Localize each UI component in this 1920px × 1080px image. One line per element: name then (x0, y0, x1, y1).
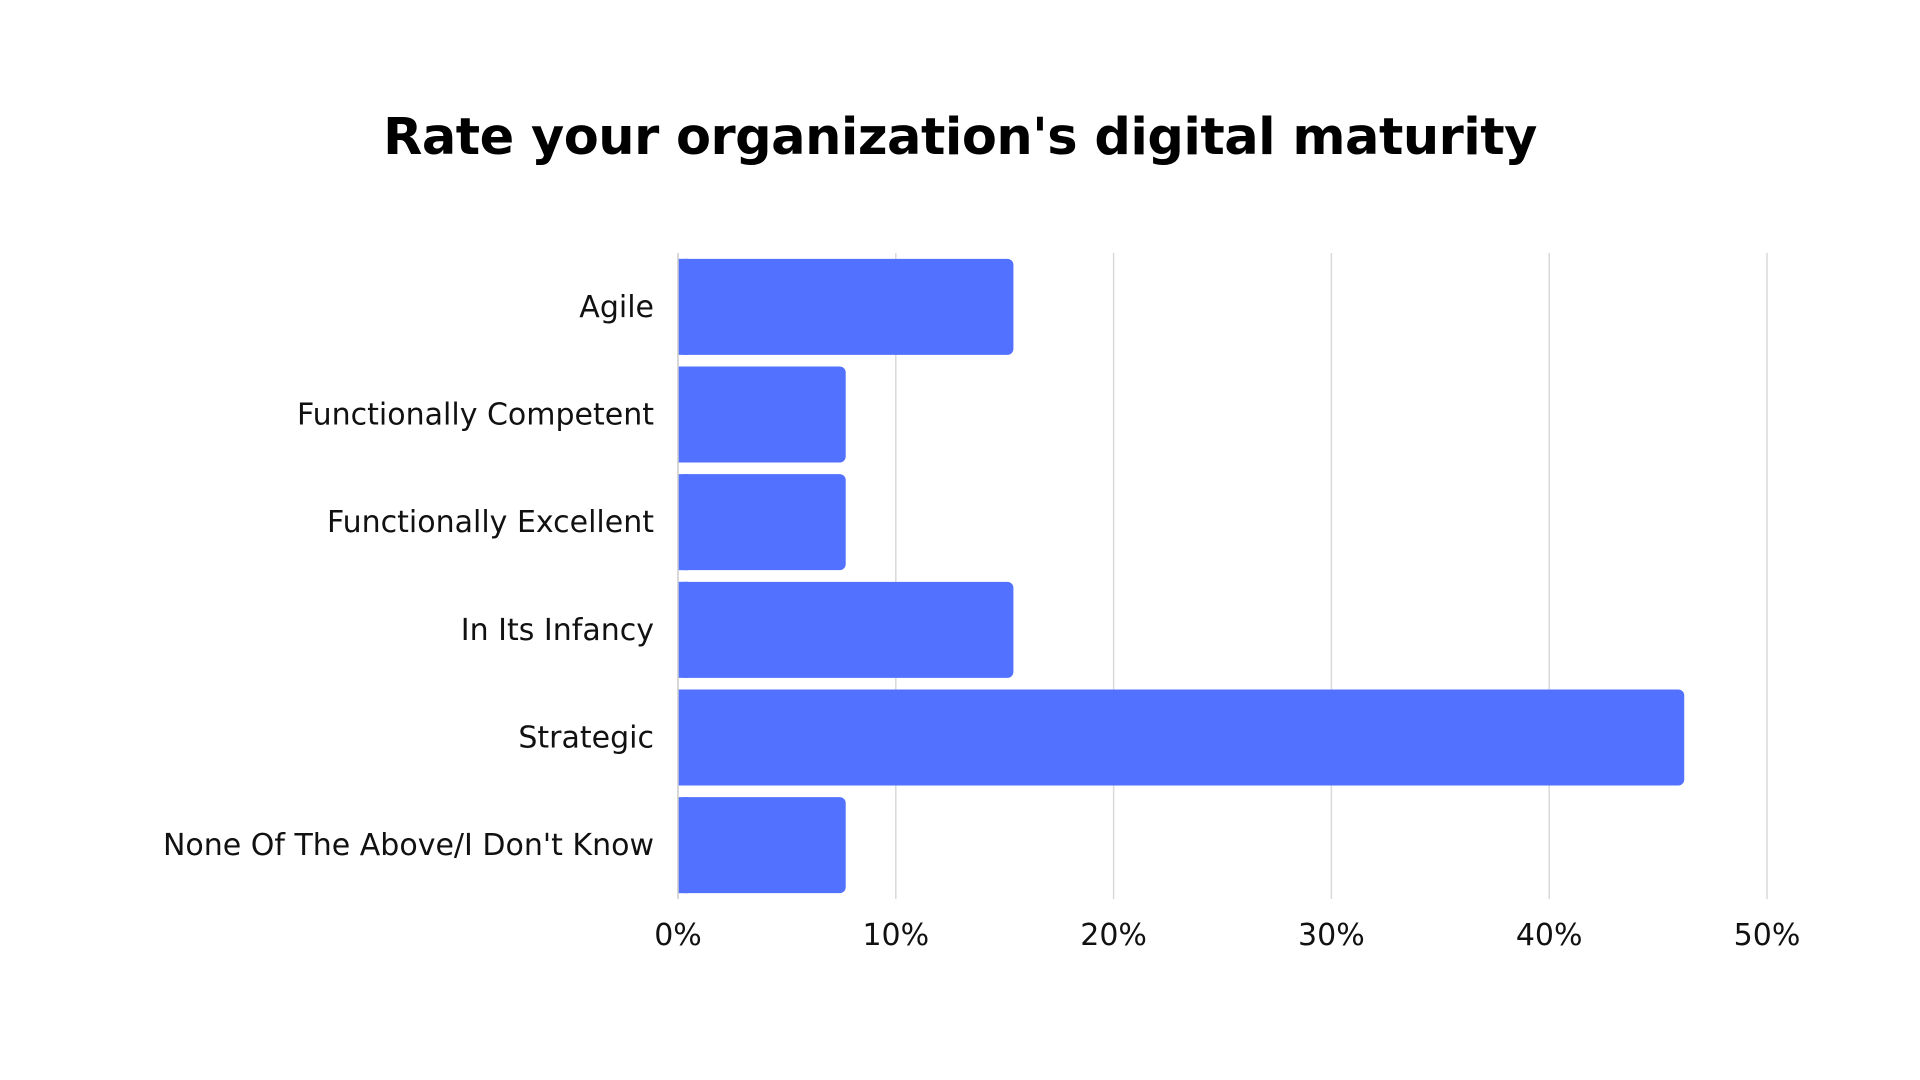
category-labels: Agile Functionally Competent Functionally … (163, 290, 654, 863)
bar-base (678, 797, 688, 894)
x-tick-label: 10% (862, 918, 929, 953)
category-label: None Of The Above/I Don't Know (163, 828, 654, 863)
x-tick-labels: 0% 10% 20% 30% 40% 50% (654, 918, 1800, 953)
x-tick-label: 20% (1080, 918, 1147, 953)
bar (678, 797, 846, 894)
category-label: Agile (579, 290, 654, 325)
bar-base (678, 366, 688, 463)
category-label: In Its Infancy (461, 613, 654, 648)
bar-base (678, 689, 688, 786)
bar (678, 581, 1014, 678)
bar (678, 689, 1685, 786)
x-tick-label: 40% (1516, 918, 1583, 953)
bar (678, 258, 1014, 355)
bar (678, 366, 846, 463)
bar-base (678, 474, 688, 571)
bar (678, 474, 846, 571)
x-tick-label: 50% (1734, 918, 1801, 953)
chart-title: Rate your organization's digital maturit… (383, 108, 1537, 167)
x-tick-label: 0% (654, 918, 702, 953)
grid-lines (895, 253, 1768, 899)
category-label: Functionally Excellent (327, 505, 654, 540)
bars (678, 258, 1685, 894)
x-tick-label: 30% (1298, 918, 1365, 953)
bar-base (678, 581, 688, 678)
category-label: Functionally Competent (297, 398, 654, 433)
bar-base (678, 258, 688, 355)
category-label: Strategic (518, 721, 654, 756)
